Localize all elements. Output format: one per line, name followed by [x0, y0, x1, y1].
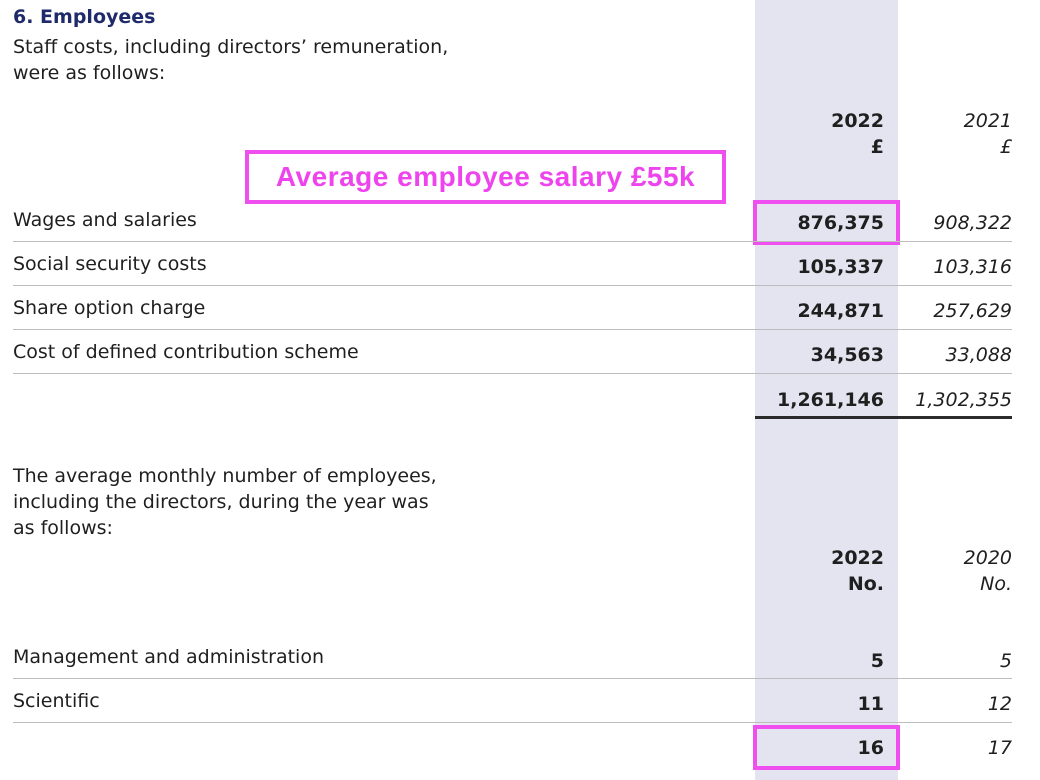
row-divider [13, 285, 1012, 286]
row-divider [13, 722, 1012, 723]
row-divider [13, 329, 1012, 330]
employee-row-label: Management and administration [13, 646, 324, 668]
employee-row-previous: 5 [999, 650, 1012, 672]
cost-row-label: Share option charge [13, 297, 206, 319]
costs-total-previous: 1,302,355 [915, 389, 1012, 411]
employees-total-previous: 17 [987, 737, 1012, 759]
employee-row-previous: 12 [987, 693, 1012, 715]
costs-header-2022: 2022 £ [831, 110, 884, 158]
cost-row-label: Cost of defined contribution scheme [13, 341, 359, 363]
wages-highlight-box [753, 200, 900, 245]
staff-costs-intro: Staff costs, including directors’ remune… [13, 36, 449, 84]
cost-row-current: 34,563 [810, 344, 884, 366]
cost-row-current: 876,375 [797, 212, 884, 234]
employee-row-current: 11 [857, 693, 884, 715]
cost-row-current: 244,871 [797, 300, 884, 322]
cost-row-label: Wages and salaries [13, 209, 197, 231]
employees-header-2022: 2022 No. [831, 547, 884, 595]
cost-row-previous: 257,629 [933, 300, 1012, 322]
cost-row-previous: 908,322 [933, 212, 1012, 234]
employee-row-current: 5 [870, 650, 884, 672]
row-divider [13, 241, 1012, 242]
employees-total-current: 16 [857, 737, 884, 759]
salary-callout: Average employee salary £55k [245, 150, 726, 204]
current-year-column-shading [755, 0, 898, 780]
row-divider [13, 678, 1012, 679]
costs-header-2021: 2021 £ [963, 110, 1012, 158]
section-heading: 6. Employees [13, 6, 156, 28]
costs-total-current: 1,261,146 [777, 389, 884, 411]
cost-row-previous: 103,316 [933, 256, 1012, 278]
cost-row-previous: 33,088 [945, 344, 1012, 366]
row-divider [13, 373, 1012, 374]
employee-row-label: Scientific [13, 690, 100, 712]
employees-intro: The average monthly number of employees,… [13, 465, 437, 539]
cost-row-current: 105,337 [797, 256, 884, 278]
cost-row-label: Social security costs [13, 253, 207, 275]
employees-header-2020: 2020 No. [963, 547, 1012, 595]
total-employees-highlight-box [753, 725, 900, 770]
total-underline [755, 416, 1012, 419]
